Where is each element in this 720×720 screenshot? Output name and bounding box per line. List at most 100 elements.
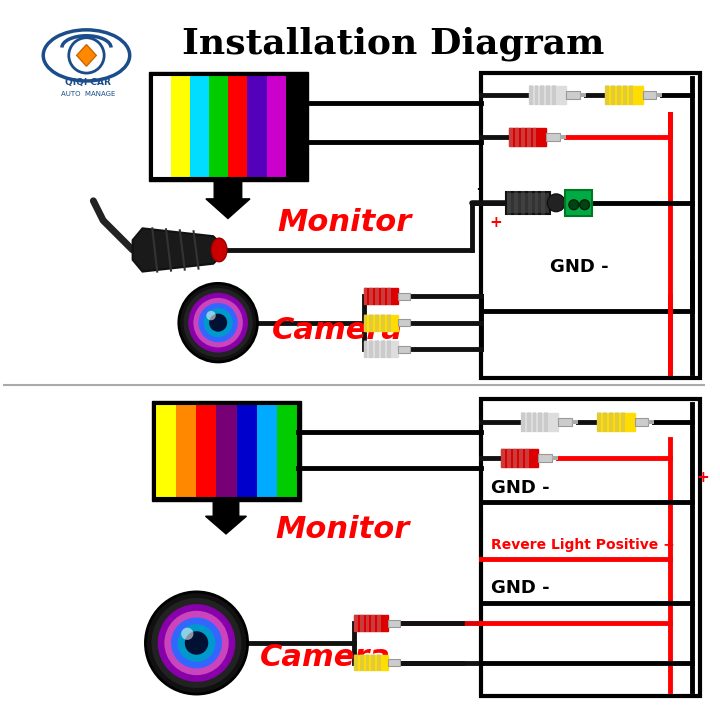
Bar [381, 287, 385, 305]
Bar [643, 91, 657, 99]
Circle shape [164, 611, 229, 675]
Circle shape [181, 628, 194, 640]
Bar [354, 614, 358, 632]
Bar [257, 404, 277, 498]
Circle shape [580, 200, 590, 210]
Bar [366, 614, 369, 632]
Text: Camera: Camera [261, 643, 392, 672]
Bar [387, 314, 391, 331]
Bar [521, 127, 525, 147]
Bar [237, 404, 257, 498]
Bar [621, 412, 625, 432]
Circle shape [179, 284, 258, 362]
Bar [606, 86, 643, 104]
Bar [364, 288, 398, 304]
Bar [153, 75, 305, 179]
Text: +: + [697, 470, 709, 485]
Text: Monitor: Monitor [275, 516, 410, 544]
Bar [398, 319, 410, 326]
Circle shape [171, 618, 222, 669]
Circle shape [151, 598, 241, 688]
Bar [603, 412, 607, 432]
Bar [501, 449, 505, 468]
Polygon shape [206, 181, 250, 218]
Text: Revere Light Positive +: Revere Light Positive + [491, 538, 675, 552]
Bar [528, 85, 533, 104]
Bar [369, 314, 374, 331]
Bar [190, 75, 210, 179]
Circle shape [207, 311, 216, 320]
Bar [387, 287, 391, 305]
Bar [354, 654, 358, 672]
Bar [364, 341, 398, 357]
Text: QIQI CAR: QIQI CAR [65, 78, 111, 87]
Bar [372, 654, 375, 672]
Bar [381, 341, 385, 358]
Bar [515, 127, 519, 147]
Bar [611, 85, 615, 104]
Bar [507, 191, 511, 215]
Circle shape [145, 592, 248, 694]
Bar [534, 85, 539, 104]
Bar [533, 412, 536, 432]
Bar [552, 85, 556, 104]
Text: GND -: GND - [550, 258, 609, 276]
Bar [609, 412, 613, 432]
Bar [519, 449, 523, 468]
Bar [210, 75, 228, 179]
Bar [534, 191, 539, 215]
Bar [509, 127, 513, 147]
Bar [521, 191, 525, 215]
Bar [539, 412, 542, 432]
Bar [171, 75, 190, 179]
Circle shape [194, 298, 243, 348]
Bar [635, 418, 649, 426]
Bar [196, 404, 216, 498]
Bar [369, 341, 374, 358]
Bar [528, 191, 531, 215]
Bar [507, 449, 511, 468]
Circle shape [209, 314, 228, 332]
Bar [598, 413, 635, 431]
Bar [606, 85, 609, 104]
Bar [526, 127, 531, 147]
Bar [514, 191, 518, 215]
Bar [580, 93, 585, 96]
Bar [176, 404, 196, 498]
Bar [615, 412, 619, 432]
Bar [541, 85, 544, 104]
Bar [525, 449, 528, 468]
Text: GND -: GND - [491, 579, 550, 597]
Bar [657, 93, 662, 96]
Bar [153, 401, 301, 500]
Bar [354, 654, 388, 670]
Bar [533, 127, 536, 147]
Bar [526, 412, 531, 432]
Bar [546, 133, 560, 141]
Bar [377, 654, 381, 672]
Bar [398, 293, 410, 300]
Bar [153, 75, 171, 179]
Bar [366, 654, 369, 672]
Circle shape [178, 624, 215, 662]
Bar [558, 418, 572, 426]
Bar [552, 456, 558, 460]
Bar [364, 314, 367, 331]
Bar [623, 85, 627, 104]
Bar [364, 287, 367, 305]
Bar [565, 190, 593, 215]
Bar [375, 287, 379, 305]
Bar [388, 620, 400, 627]
Bar [387, 341, 391, 358]
Circle shape [158, 604, 235, 682]
Bar [482, 400, 700, 696]
Bar [398, 346, 410, 353]
Bar [544, 412, 548, 432]
Text: GND -: GND - [491, 479, 550, 497]
Bar [501, 449, 539, 467]
Polygon shape [76, 45, 96, 66]
Bar [364, 341, 367, 358]
Polygon shape [205, 500, 246, 534]
Bar [248, 75, 266, 179]
Ellipse shape [211, 238, 227, 262]
